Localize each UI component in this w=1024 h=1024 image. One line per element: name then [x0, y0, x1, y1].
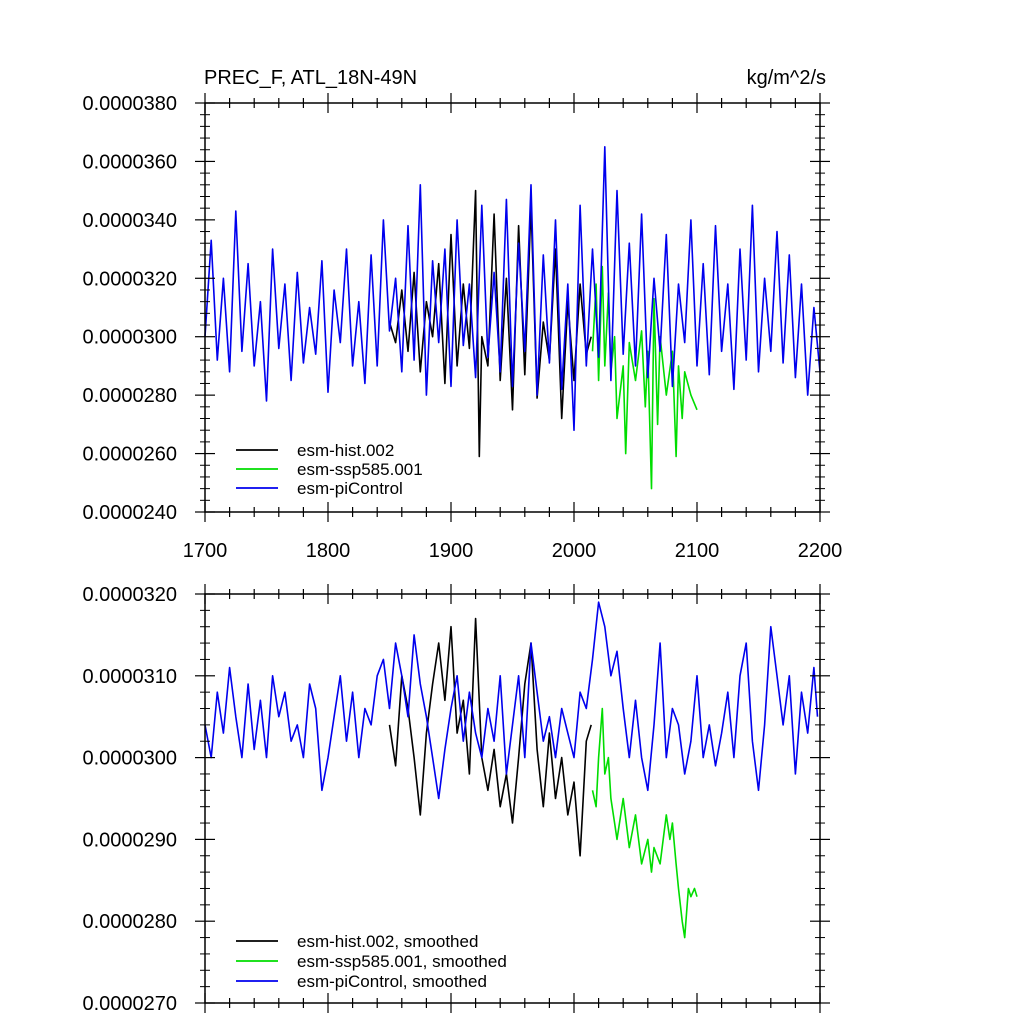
- bottom-y-tick-label: 0.0000310: [82, 666, 177, 688]
- top-series-group: [204, 146, 821, 490]
- top-x-tick-label: 1800: [306, 540, 351, 562]
- top-y-tick-label: 0.0000340: [82, 210, 177, 232]
- bottom-legend-label-0: esm-hist.002, smoothed: [297, 932, 478, 951]
- bottom-panel: 0.0000270 0.0000280 0.0000290 0.0000300 0.00…: [82, 584, 830, 1015]
- bottom-legend-label-2: esm-piControl, smoothed: [297, 972, 487, 991]
- top-legend-label-2: esm-piControl: [297, 479, 403, 498]
- bottom-series-line-0: [388, 617, 592, 857]
- bottom-series-group: [204, 601, 819, 939]
- bottom-series-line-2: [204, 601, 819, 800]
- top-x-tick-label: 1700: [183, 540, 228, 562]
- top-legend-label-1: esm-ssp585.001: [297, 460, 423, 479]
- top-y-tick-label: 0.0000280: [82, 385, 177, 407]
- top-y-tick-label: 0.0000380: [82, 93, 177, 115]
- top-series-line-1: [591, 265, 698, 490]
- top-x-tick-label: 2100: [675, 540, 720, 562]
- top-panel: PREC_F, ATL_18N-49N kg/m^2/s 1700 1800 190…: [82, 67, 842, 562]
- top-chart-title: PREC_F, ATL_18N-49N: [204, 67, 417, 89]
- top-axis-ticks: 1700 1800 1900 2000 2100 2200 0.0000240 0.00002…: [82, 93, 842, 562]
- top-plot-frame: [204, 102, 821, 513]
- top-legend-label-0: esm-hist.002: [297, 441, 394, 460]
- bottom-series-line-1: [591, 707, 698, 939]
- top-y-tick-label: 0.0000240: [82, 502, 177, 524]
- top-x-tick-label: 2000: [552, 540, 597, 562]
- top-y-tick-label: 0.0000320: [82, 268, 177, 290]
- top-chart-units: kg/m^2/s: [747, 67, 826, 89]
- bottom-legend-label-1: esm-ssp585.001, smoothed: [297, 952, 507, 971]
- top-y-tick-label: 0.0000360: [82, 151, 177, 173]
- top-series-line-2: [204, 146, 821, 432]
- top-y-tick-label: 0.0000300: [82, 327, 177, 349]
- bottom-y-tick-label: 0.0000280: [82, 911, 177, 933]
- bottom-y-tick-label: 0.0000300: [82, 748, 177, 770]
- bottom-y-tick-label: 0.0000270: [82, 993, 177, 1015]
- bottom-axis-ticks: 0.0000270 0.0000280 0.0000290 0.0000300 0.00…: [82, 584, 830, 1015]
- bottom-plot-frame: [204, 593, 821, 1004]
- top-y-tick-label: 0.0000260: [82, 444, 177, 466]
- bottom-y-tick-label: 0.0000320: [82, 584, 177, 606]
- top-x-tick-label: 1900: [429, 540, 474, 562]
- bottom-y-tick-label: 0.0000290: [82, 829, 177, 851]
- top-x-tick-label: 2200: [798, 540, 843, 562]
